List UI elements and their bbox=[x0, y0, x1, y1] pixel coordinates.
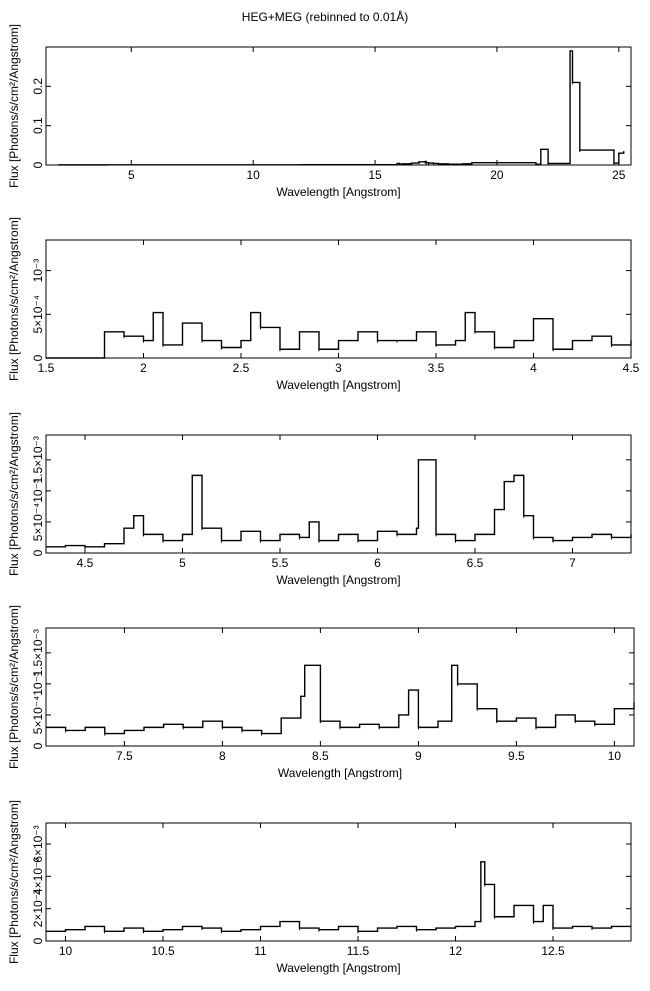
x-tick-label: 9 bbox=[415, 749, 422, 763]
x-tick-label: 11.5 bbox=[347, 944, 370, 958]
y-tick-label: 1.5×10⁻³ bbox=[31, 629, 45, 676]
x-tick-label: 1.5 bbox=[38, 361, 55, 375]
panel-1: 5 10 15 20 25 0 0.1 0.2 Wavelength [Angstrom] Flu… bbox=[7, 24, 632, 199]
x-tick-label: 10.5 bbox=[151, 944, 175, 958]
x-tick-label: 3.5 bbox=[428, 361, 445, 375]
y-tick-label: 2×10⁻³ bbox=[31, 890, 45, 927]
x-tick-label: 4.5 bbox=[77, 556, 94, 570]
x-tick-label: 3 bbox=[335, 361, 342, 375]
x-tick-label: 10 bbox=[247, 168, 261, 182]
x-tick-label: 9.5 bbox=[508, 749, 525, 763]
x-axis-label: Wavelength [Angstrom] bbox=[276, 573, 400, 587]
y-tick-label: 10⁻³ bbox=[31, 479, 45, 503]
data-series-line bbox=[46, 311, 632, 359]
y-tick-label: 10⁻³ bbox=[31, 672, 45, 696]
y-axis-label: Flux [Photons/s/cm²/Angstrom] bbox=[7, 412, 21, 576]
y-axis-label: Flux [Photons/s/cm²/Angstrom] bbox=[7, 800, 21, 964]
x-tick-label: 2.5 bbox=[233, 361, 250, 375]
y-tick-label: 0 bbox=[31, 161, 45, 168]
plot-frame bbox=[45, 627, 635, 747]
x-axis-label: Wavelength [Angstrom] bbox=[276, 378, 400, 392]
x-tick-label: 25 bbox=[612, 168, 626, 182]
x-axis-label: Wavelength [Angstrom] bbox=[276, 961, 400, 975]
y-axis-label: Flux [Photons/s/cm²/Angstrom] bbox=[7, 217, 21, 381]
y-tick-label: 4×10⁻³ bbox=[31, 858, 45, 895]
panel-4: 7.5 8 8.5 9 9.5 10 0 5×10⁻⁴10⁻³1.5×10⁻³ Waveleng… bbox=[7, 605, 635, 780]
panel-3: 4.5 5 5.5 6 6.5 7 0 5×10⁻⁴10⁻³1.5×10⁻³ Wavelengt… bbox=[7, 412, 632, 587]
x-tick-label: 4.5 bbox=[623, 361, 640, 375]
plot-frame bbox=[45, 434, 632, 554]
y-tick-label: 0 bbox=[31, 354, 45, 361]
y-tick-label: 5×10⁻⁴ bbox=[31, 503, 45, 542]
x-tick-label: 8.5 bbox=[312, 749, 329, 763]
x-tick-label: 6 bbox=[374, 556, 381, 570]
y-tick-label: 6×10⁻³ bbox=[31, 825, 45, 862]
x-tick-label: 6.5 bbox=[467, 556, 484, 570]
x-tick-label: 11 bbox=[254, 944, 267, 958]
y-axis-label: Flux [Photons/s/cm²/Angstrom] bbox=[7, 24, 21, 188]
x-tick-label: 2 bbox=[140, 361, 147, 375]
x-tick-label: 12.5 bbox=[541, 944, 565, 958]
panel-5: 10 10.5 11 11.5 12 12.5 0 2×10⁻³4×10⁻³6×10⁻³ Wav… bbox=[7, 800, 632, 975]
plot-frame bbox=[45, 46, 632, 166]
chart-title: HEG+MEG (rebinned to 0.01Å) bbox=[241, 10, 409, 24]
y-tick-label: 0 bbox=[31, 549, 45, 556]
data-series-line bbox=[46, 664, 635, 735]
x-tick-label: 5 bbox=[179, 556, 186, 570]
panel-2: 1.5 2 2.5 3 3.5 4 4.5 0 5×10⁻⁴ 10⁻³ Wavelength [An… bbox=[7, 217, 640, 392]
y-tick-label: 0 bbox=[31, 742, 45, 749]
plot-frame bbox=[45, 822, 632, 942]
x-tick-label: 5 bbox=[128, 168, 135, 182]
x-tick-label: 20 bbox=[490, 168, 504, 182]
y-tick-label: 10⁻³ bbox=[31, 259, 45, 283]
data-series-line bbox=[46, 459, 632, 548]
x-axis-label: Wavelength [Angstrom] bbox=[278, 766, 402, 780]
y-tick-label: 0 bbox=[31, 937, 45, 944]
y-tick-label: 5×10⁻⁴ bbox=[31, 696, 45, 735]
x-tick-label: 5.5 bbox=[272, 556, 289, 570]
data-series-line bbox=[46, 861, 631, 933]
x-tick-label: 10 bbox=[59, 944, 73, 958]
y-tick-label: 5×10⁻⁴ bbox=[31, 295, 45, 334]
y-axis-label: Flux [Photons/s/cm²/Angstrom] bbox=[7, 605, 21, 769]
x-axis-label: Wavelength [Angstrom] bbox=[276, 185, 400, 199]
x-tick-label: 8 bbox=[219, 749, 226, 763]
x-tick-label: 7 bbox=[569, 556, 576, 570]
x-tick-label: 7.5 bbox=[116, 749, 133, 763]
x-tick-label: 15 bbox=[368, 168, 382, 182]
data-series-line bbox=[58, 50, 625, 166]
x-tick-label: 4 bbox=[530, 361, 537, 375]
x-tick-label: 10 bbox=[608, 749, 622, 763]
x-tick-label: 12 bbox=[449, 944, 463, 958]
y-tick-label: 0.2 bbox=[31, 78, 45, 95]
y-tick-label: 0.1 bbox=[31, 117, 45, 134]
y-tick-label: 1.5×10⁻³ bbox=[31, 436, 45, 483]
